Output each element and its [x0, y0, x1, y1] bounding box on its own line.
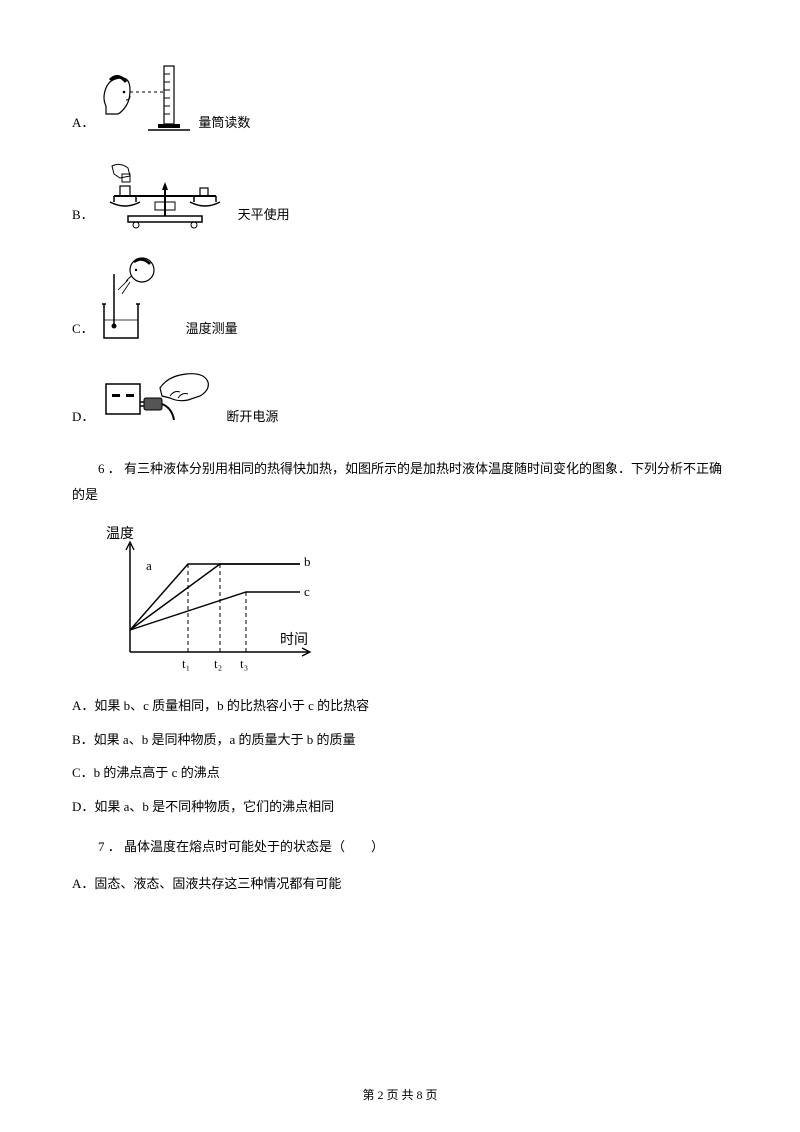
- q7-text: 晶体温度在熔点时可能处于的状态是（ ）: [124, 839, 384, 854]
- line-b-label: b: [304, 554, 311, 569]
- q7-option-a[interactable]: A．固态、液态、固液共存这三种情况都有可能: [72, 874, 728, 894]
- t2-label: t₂: [214, 656, 222, 671]
- page-footer: 第 2 页 共 8 页: [0, 1086, 800, 1104]
- y-axis-label: 温度: [106, 526, 134, 542]
- t1-label: t₁: [182, 656, 190, 671]
- q6-stem: 6 ． 有三种液体分别用相同的热得快加热，如图所示的是加热时液体温度随时间变化的…: [72, 456, 728, 508]
- option-label: 天平使用: [238, 205, 290, 231]
- q5-option-b[interactable]: B． 天平使用: [72, 162, 728, 230]
- q7-stem: 7 ． 晶体温度在熔点时可能处于的状态是（ ）: [72, 834, 728, 860]
- q6-graph: 温度 时间 a b c t₁ t₂ t₃: [90, 522, 728, 682]
- q6-text: 有三种液体分别用相同的热得快加热，如图所示的是加热时液体温度随时间变化的图象．下…: [72, 461, 722, 502]
- option-letter: C．: [72, 319, 94, 345]
- q6-option-a[interactable]: A．如果 b、c 质量相同，b 的比热容小于 c 的比热容: [72, 696, 728, 716]
- q5-option-c[interactable]: C． 温度测量: [72, 254, 728, 344]
- line-c-label: c: [304, 584, 310, 599]
- illustration-temperature-measure: [100, 254, 178, 344]
- q6-option-d[interactable]: D．如果 a、b 是不同种物质，它们的沸点相同: [72, 797, 728, 817]
- q6-option-c[interactable]: C．b 的沸点高于 c 的沸点: [72, 763, 728, 783]
- q5-option-d[interactable]: D． 断开电源: [72, 368, 728, 432]
- q6-option-b[interactable]: B．如果 a、b 是同种物质，a 的质量大于 b 的质量: [72, 730, 728, 750]
- illustration-cylinder-reading: [100, 60, 190, 138]
- option-letter: B．: [72, 205, 94, 231]
- option-label: 温度测量: [186, 319, 238, 345]
- illustration-balance-scale: [100, 162, 230, 230]
- q6-number: 6 ．: [98, 461, 121, 476]
- option-label: 断开电源: [226, 407, 278, 433]
- option-letter: D．: [72, 407, 94, 433]
- t3-label: t₃: [240, 656, 248, 671]
- option-label: 量筒读数: [198, 113, 250, 139]
- q7-number: 7 ．: [98, 839, 121, 854]
- option-letter: A．: [72, 113, 94, 139]
- line-a-label: a: [146, 558, 152, 573]
- q5-option-a[interactable]: A． 量筒读数: [72, 60, 728, 138]
- x-axis-label: 时间: [280, 632, 308, 648]
- illustration-unplug: [100, 368, 218, 432]
